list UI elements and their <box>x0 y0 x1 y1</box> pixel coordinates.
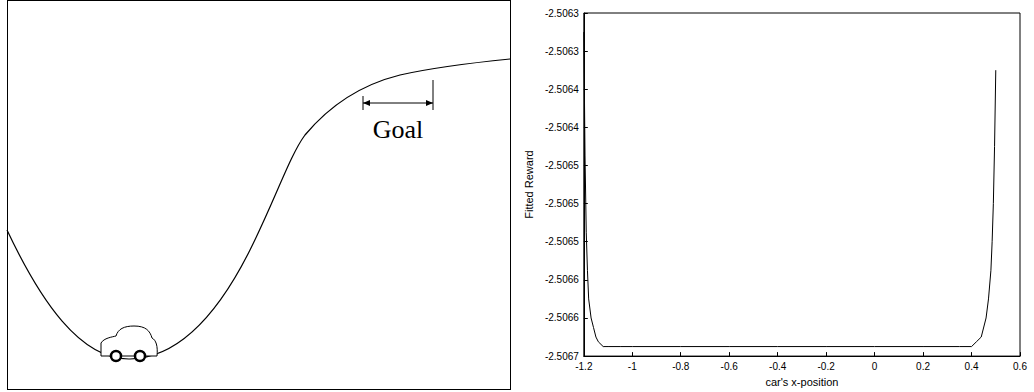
svg-text:0.4: 0.4 <box>965 361 979 372</box>
svg-text:-2.5065: -2.5065 <box>545 236 579 247</box>
svg-text:-2.5065: -2.5065 <box>545 160 579 171</box>
svg-text:-2.5064: -2.5064 <box>545 122 579 133</box>
svg-text:car's x-position: car's x-position <box>765 376 838 388</box>
svg-text:-1.2: -1.2 <box>575 361 593 372</box>
svg-text:-2.5065: -2.5065 <box>545 198 579 209</box>
svg-text:-2.5064: -2.5064 <box>545 84 579 95</box>
svg-text:-2.5063: -2.5063 <box>545 8 579 19</box>
svg-text:-1: -1 <box>628 361 637 372</box>
svg-text:-2.5067: -2.5067 <box>545 351 579 362</box>
svg-text:-2.5066: -2.5066 <box>545 312 579 323</box>
svg-text:-2.5066: -2.5066 <box>545 274 579 285</box>
svg-text:-0.6: -0.6 <box>721 361 739 372</box>
svg-text:-0.8: -0.8 <box>672 361 690 372</box>
svg-text:0.6: 0.6 <box>1013 361 1027 372</box>
svg-text:-0.2: -0.2 <box>818 361 836 372</box>
svg-text:Goal: Goal <box>373 115 424 144</box>
svg-text:-2.5063: -2.5063 <box>545 46 579 57</box>
svg-text:Fitted Reward: Fitted Reward <box>523 150 535 218</box>
svg-text:0: 0 <box>872 361 878 372</box>
svg-text:-0.4: -0.4 <box>769 361 787 372</box>
svg-text:0.2: 0.2 <box>916 361 930 372</box>
